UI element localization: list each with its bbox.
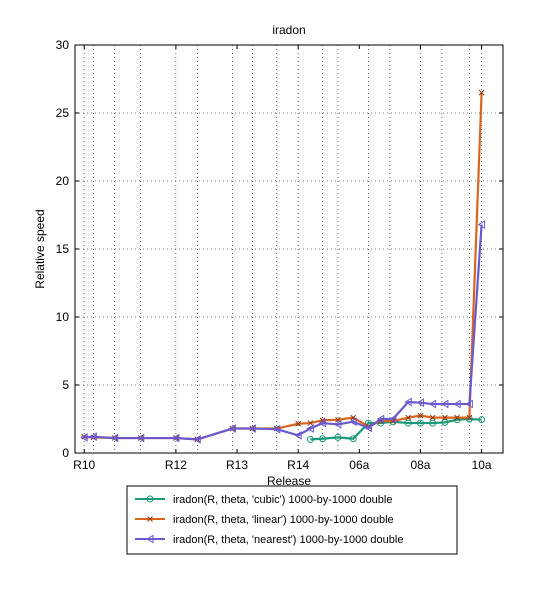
legend-marker <box>146 534 154 544</box>
y-tick-label: 20 <box>56 174 70 188</box>
data-point <box>466 414 473 421</box>
data-point <box>478 416 486 424</box>
data-point <box>333 420 342 429</box>
data-point <box>294 430 302 440</box>
data-point <box>404 419 412 427</box>
data-point <box>80 432 88 442</box>
data-point <box>89 432 97 442</box>
data-point <box>417 412 424 419</box>
legend-label: iradon(R, theta, 'linear') 1000-by-1000 … <box>173 514 394 526</box>
x-tick-label: R10 <box>73 458 95 472</box>
y-tick-label: 25 <box>56 106 70 120</box>
y-axis-label: Relative speed <box>33 209 47 288</box>
x-tick-label: R14 <box>287 458 309 472</box>
data-point <box>318 418 327 428</box>
data-point <box>388 414 397 424</box>
x-tick-label: R13 <box>226 458 248 472</box>
data-point <box>441 418 449 426</box>
data-point <box>440 399 449 409</box>
data-point <box>248 424 256 433</box>
data-point <box>364 423 372 433</box>
data-point <box>454 414 460 421</box>
ticks: 0 5 10 15 20 25 30 R10 R12 R13 R14 06a 08a 10a <box>56 38 503 472</box>
legend-entry: iradon(R, theta, 'linear') 1000-by-1000 … <box>135 514 394 526</box>
x-tick-label: 06a <box>349 458 369 472</box>
data-point <box>405 414 412 421</box>
data-point <box>429 419 437 427</box>
data-point <box>465 399 473 409</box>
data-point <box>404 397 412 407</box>
series-layer <box>80 89 486 444</box>
series-triangle-left <box>80 220 486 444</box>
data-point <box>453 399 461 409</box>
legend-marker <box>147 516 153 522</box>
series-line <box>84 224 483 441</box>
data-point <box>295 420 302 427</box>
legend-box <box>126 485 458 555</box>
data-point <box>171 433 180 443</box>
data-point <box>228 424 236 433</box>
data-point <box>319 435 327 443</box>
x-tick-label: 08a <box>410 458 430 472</box>
data-point <box>110 433 119 443</box>
data-point <box>416 419 424 427</box>
data-point <box>136 433 145 443</box>
data-point <box>307 420 314 426</box>
legend-label: iradon(R, theta, 'cubic') 1000-by-1000 d… <box>173 494 392 506</box>
legend: iradon(R, theta, 'cubic') 1000-by-1000 d… <box>126 485 458 555</box>
chart-title: iradon <box>272 23 305 37</box>
legend-entry: iradon(R, theta, 'cubic') 1000-by-1000 d… <box>135 494 392 506</box>
y-tick-label: 5 <box>62 378 69 392</box>
data-point <box>272 424 281 434</box>
legend-marker <box>146 495 154 503</box>
y-tick-label: 15 <box>56 242 70 256</box>
y-tick-label: 10 <box>56 310 70 324</box>
x-tick-label: 10a <box>472 458 492 472</box>
data-point <box>334 433 342 441</box>
y-tick-label: 0 <box>62 446 69 460</box>
y-tick-label: 30 <box>56 38 70 52</box>
legend-entry: iradon(R, theta, 'nearest') 1000-by-1000… <box>135 534 403 546</box>
data-point <box>477 220 486 229</box>
data-point <box>306 424 314 433</box>
data-point <box>193 435 201 444</box>
x-axis-label: Release <box>267 474 311 488</box>
x-tick-label: R12 <box>165 458 187 472</box>
data-point <box>349 417 357 427</box>
data-point <box>376 414 385 424</box>
data-point <box>428 399 437 409</box>
data-point <box>478 89 485 96</box>
data-point <box>349 435 357 443</box>
data-point <box>306 435 314 443</box>
data-point <box>429 414 436 421</box>
data-point <box>442 414 448 421</box>
data-point <box>416 398 424 408</box>
legend-label: iradon(R, theta, 'nearest') 1000-by-1000… <box>173 534 403 546</box>
